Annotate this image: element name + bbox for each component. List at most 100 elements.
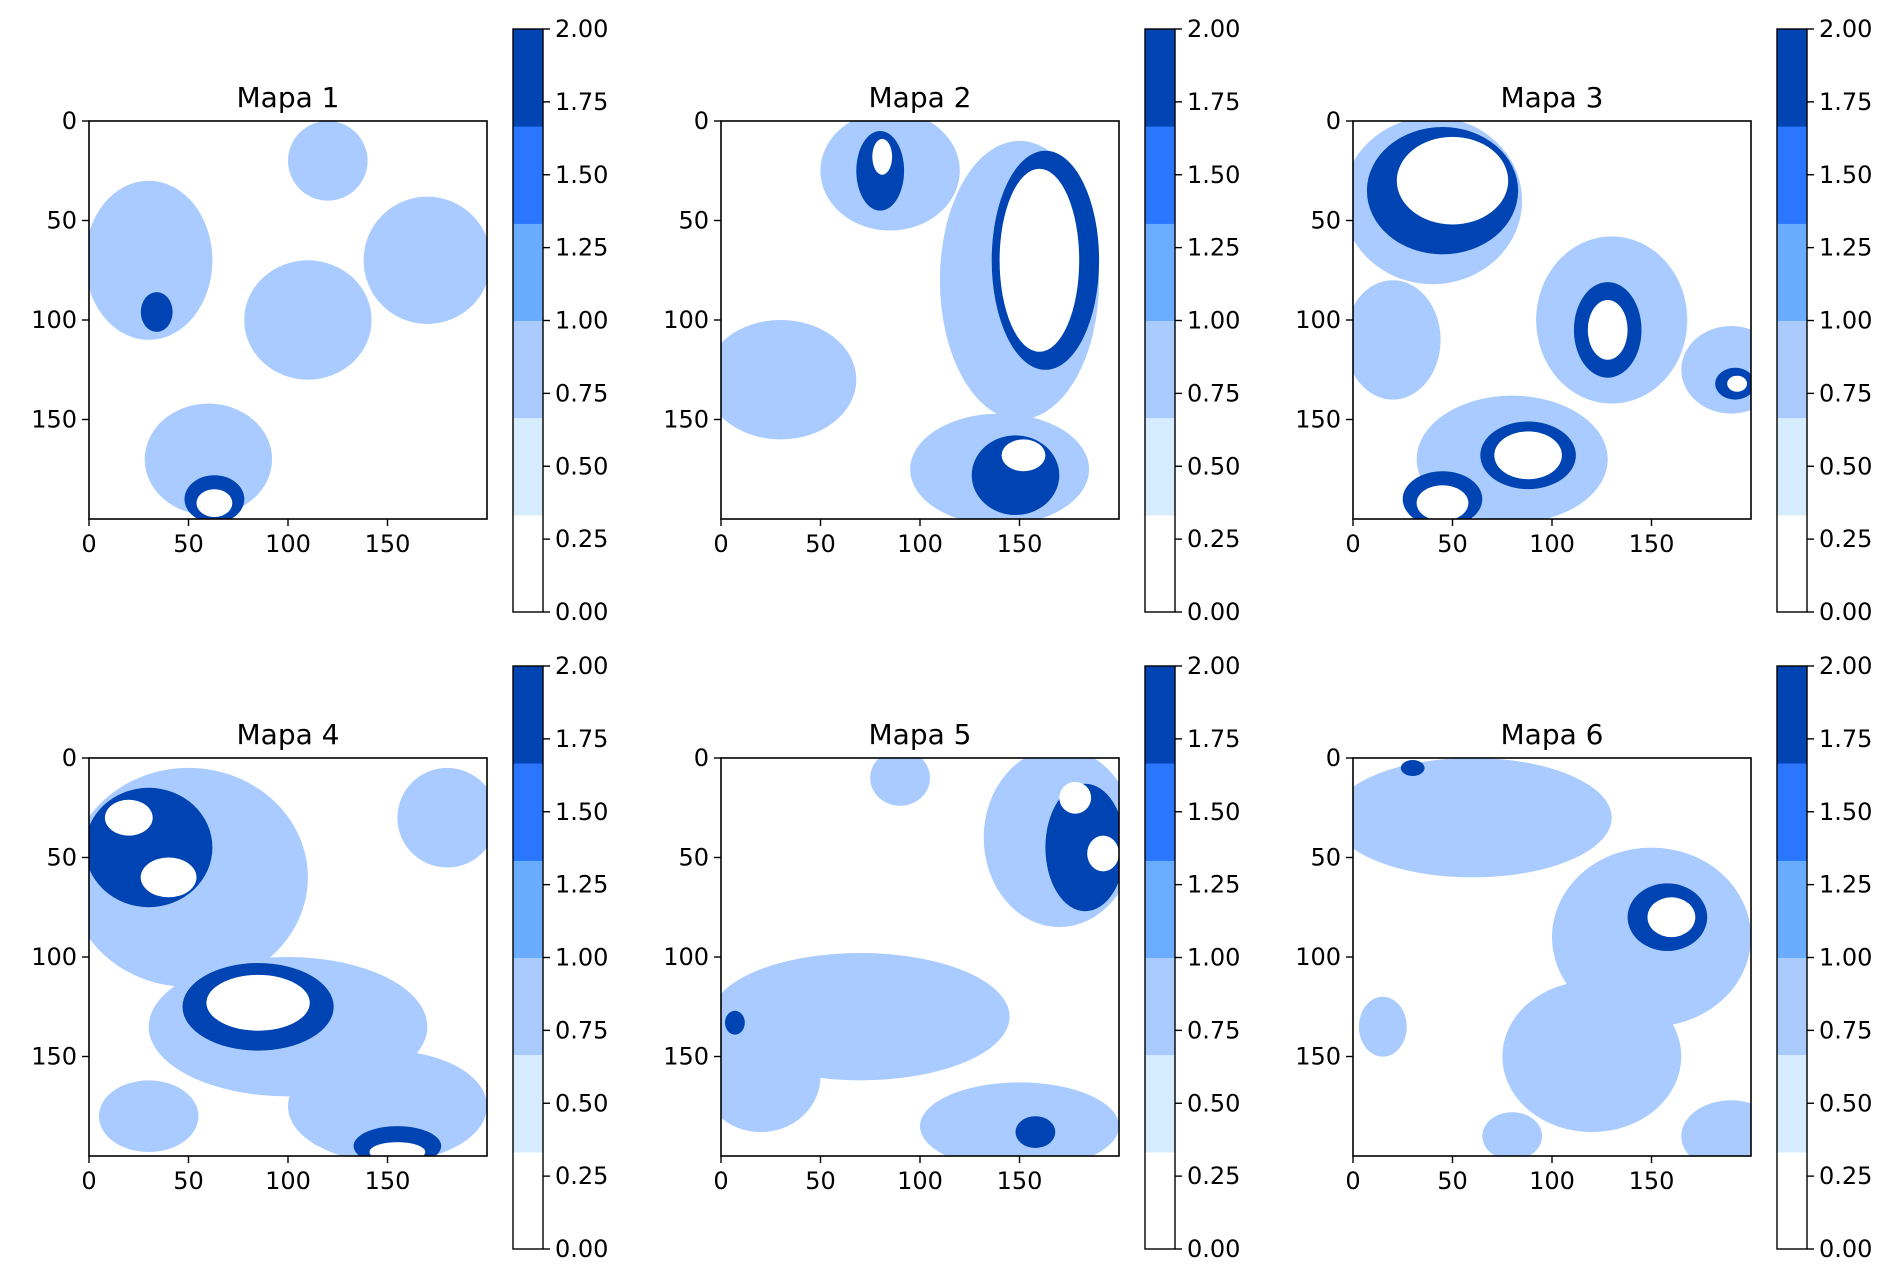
colorbar-tick-label: 1.25 (1187, 234, 1240, 262)
y-tick-label: 50 (678, 207, 709, 235)
map-region (288, 1050, 487, 1156)
colorbar-band (1777, 29, 1807, 127)
colorbar-tick-label: 0.75 (1187, 1016, 1240, 1044)
colorbar-band (513, 763, 543, 861)
colorbar-band (1145, 223, 1175, 321)
x-tick-label: 100 (1529, 530, 1575, 558)
colorbar-tick-label: 0.00 (1819, 1235, 1872, 1263)
colorbar-tick-label: 0.75 (1819, 379, 1872, 407)
map-region (1482, 1112, 1543, 1156)
map-region (140, 857, 197, 898)
colorbar-band (1145, 860, 1175, 958)
colorbar-band (1777, 860, 1807, 958)
colorbar-tick-label: 1.75 (1187, 725, 1240, 753)
x-tick-label: 100 (897, 1167, 943, 1195)
colorbar-tick-label: 1.50 (1187, 161, 1240, 189)
colorbar-band (513, 860, 543, 958)
colorbar-tick-label: 1.00 (555, 307, 608, 335)
colorbar-tick-label: 1.00 (1819, 944, 1872, 972)
colorbar: 0.00 0.25 0.50 0.75 1.00 1.25 1.50 1.75 2.00 (512, 652, 608, 1263)
map-region (363, 196, 487, 324)
x-tick-label: 0 (713, 1167, 728, 1195)
map-region (244, 260, 372, 380)
y-tick-label: 100 (1295, 943, 1341, 971)
map-region (1353, 758, 1612, 878)
map-region (721, 320, 857, 440)
colorbar-band (1145, 417, 1175, 516)
map-region (1400, 760, 1425, 776)
y-tick-label: 0 (62, 744, 77, 772)
colorbar-tick-label: 0.00 (555, 1235, 608, 1263)
colorbar-band (1145, 320, 1175, 419)
colorbar-band (1777, 320, 1807, 419)
colorbar-band (513, 223, 543, 321)
colorbar-tick-label: 1.75 (555, 725, 608, 753)
colorbar-band (1145, 666, 1175, 764)
x-tick-label: 150 (365, 530, 411, 558)
colorbar-tick-label: 0.75 (1187, 379, 1240, 407)
colorbar-band (1777, 126, 1807, 224)
y-tick-label: 50 (46, 207, 77, 235)
map-region (999, 168, 1080, 352)
colorbar-tick-label: 0.25 (1187, 1162, 1240, 1190)
colorbar-tick-label: 1.25 (555, 871, 608, 899)
colorbar-tick-label: 2.00 (1187, 15, 1240, 43)
colorbar-tick-label: 1.75 (1819, 88, 1872, 116)
x-tick-label: 100 (265, 1167, 311, 1195)
map-region (98, 1080, 199, 1152)
colorbar-tick-label: 0.00 (1187, 598, 1240, 626)
map-region (1647, 897, 1696, 938)
map-panel-5: Mapa 5 0 50 100 150 0 50 100 150 0.00 0.25 0.50 0.75… (663, 652, 1240, 1263)
colorbar-tick-label: 0.00 (555, 598, 608, 626)
y-tick-label: 150 (1295, 1043, 1341, 1071)
colorbar-band (1145, 763, 1175, 861)
map-region (1059, 781, 1092, 814)
colorbar-tick-label: 0.50 (1187, 452, 1240, 480)
colorbar-band (1777, 957, 1807, 1056)
y-tick-label: 100 (663, 306, 709, 334)
colorbar-band (1777, 763, 1807, 861)
colorbar-band (513, 1151, 543, 1250)
x-tick-label: 50 (173, 1167, 204, 1195)
colorbar-band (513, 320, 543, 419)
y-tick-label: 150 (31, 406, 77, 434)
y-tick-label: 50 (678, 844, 709, 872)
y-tick-label: 0 (1326, 744, 1341, 772)
x-tick-label: 150 (997, 530, 1043, 558)
map-title: Mapa 3 (1501, 81, 1604, 114)
colorbar-tick-label: 0.50 (1819, 452, 1872, 480)
map-region (1416, 485, 1469, 519)
colorbar: 0.00 0.25 0.50 0.75 1.00 1.25 1.50 1.75 2.00 (1776, 15, 1872, 626)
map-title: Mapa 5 (869, 718, 972, 751)
map-region (104, 799, 153, 836)
x-tick-label: 150 (1629, 1167, 1675, 1195)
x-tick-label: 150 (997, 1167, 1043, 1195)
map-region (1087, 835, 1119, 872)
y-tick-label: 150 (663, 406, 709, 434)
colorbar: 0.00 0.25 0.50 0.75 1.00 1.25 1.50 1.75 2.00 (1144, 652, 1240, 1263)
x-tick-label: 100 (897, 530, 943, 558)
colorbar-band (1777, 417, 1807, 516)
map-region (1015, 1116, 1056, 1148)
x-tick-label: 150 (1629, 530, 1675, 558)
y-tick-label: 100 (663, 943, 709, 971)
map-title: Mapa 1 (237, 81, 340, 114)
colorbar-tick-label: 1.25 (1187, 871, 1240, 899)
x-tick-label: 150 (365, 1167, 411, 1195)
colorbar-tick-label: 0.25 (1819, 525, 1872, 553)
map-region (1494, 431, 1562, 480)
map-region (397, 767, 487, 868)
colorbar-tick-label: 0.00 (1187, 1235, 1240, 1263)
x-tick-label: 100 (265, 530, 311, 558)
colorbar-tick-label: 1.00 (1187, 944, 1240, 972)
x-tick-label: 50 (1437, 530, 1468, 558)
y-tick-label: 0 (694, 107, 709, 135)
colorbar-tick-label: 1.50 (1819, 161, 1872, 189)
y-tick-label: 0 (694, 744, 709, 772)
colorbar-tick-label: 0.50 (1819, 1089, 1872, 1117)
colorbar-tick-label: 1.50 (1187, 798, 1240, 826)
colorbar-tick-label: 2.00 (555, 652, 608, 680)
y-tick-label: 150 (1295, 406, 1341, 434)
colorbar-tick-label: 0.50 (555, 1089, 608, 1117)
